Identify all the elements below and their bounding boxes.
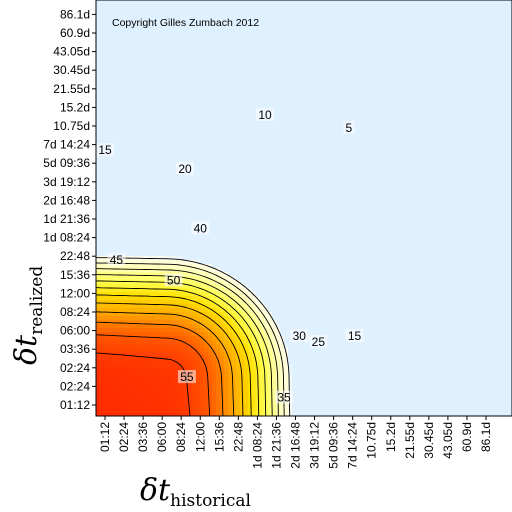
contour-line-35 [96, 302, 244, 416]
x-tick-label: 22:48 [231, 422, 245, 452]
y-tick-label: 30.45d [53, 63, 90, 77]
y-tick-label: 43.05d [53, 45, 90, 59]
contour-label-bg [275, 390, 294, 404]
contour-label: 15 [98, 143, 112, 157]
x-tick-label: 60.9d [460, 422, 474, 452]
y-tick-label: 01:12 [60, 398, 90, 412]
contour-line-0 [96, 257, 291, 416]
x-tick-label: 10.75d [365, 422, 379, 459]
contour-line-45 [96, 321, 224, 416]
contour-line-30 [96, 294, 252, 416]
x-tick-label: 1d 08:24 [250, 422, 264, 469]
contour-label: 35 [277, 391, 291, 405]
x-tick-label: 15:36 [212, 422, 226, 452]
y-tick-label: 02:24 [60, 379, 90, 393]
contour-line-25 [96, 287, 260, 416]
x-tick-label: 06:00 [155, 422, 169, 452]
contour-line-40 [96, 311, 235, 416]
y-tick-label: 3d 19:12 [43, 175, 90, 189]
x-tick-label: 12:00 [193, 422, 207, 452]
x-axis: 01:12 02:24 03:36 06:00 08:24 12:00 15:36 22:48… [98, 416, 493, 469]
x-axis-title-sub: historical [170, 491, 251, 511]
contour-label: 5 [345, 121, 352, 135]
contour-line-20 [96, 280, 267, 416]
x-tick-label: 02:24 [117, 422, 131, 452]
contour-label-bg [345, 329, 364, 343]
contour-label-bg [96, 143, 114, 157]
contour-label-bg [176, 161, 195, 175]
x-axis-title-main: δt [140, 473, 171, 508]
contour-line-50 [96, 334, 211, 416]
contour-label-bg [107, 252, 126, 266]
contour-label-bg [191, 221, 210, 235]
y-axis-title-main: δt [9, 334, 44, 365]
y-tick-label: 7d 14:24 [43, 138, 90, 152]
x-tick-label: 5d 09:36 [327, 422, 341, 469]
y-tick-label: 02:24 [60, 361, 90, 375]
y-tick-label: 06:00 [60, 324, 90, 338]
y-tick-label: 1d 08:24 [43, 231, 90, 245]
contour-label: 30 [293, 329, 307, 343]
x-axis-title: δthistorical [140, 473, 251, 511]
y-tick-label: 03:36 [60, 342, 90, 356]
contour-label-bg [164, 273, 183, 287]
x-tick-label: 15.2d [384, 422, 398, 452]
x-tick-label: 08:24 [174, 422, 188, 452]
y-tick-label: 10.75d [53, 119, 90, 133]
contour-label: 10 [258, 108, 272, 122]
contour-label-bg [290, 329, 309, 343]
contour-label: 50 [167, 273, 181, 287]
contour-label: 20 [178, 162, 192, 176]
y-tick-label: 60.9d [60, 26, 90, 40]
contour-labels: 5 10 15 15 20 25 30 35 40 45 50 55 [96, 107, 364, 405]
x-tick-label: 86.1d [479, 422, 493, 452]
copyright-annotation: Copyright Gilles Zumbach 2012 [112, 17, 259, 29]
contour-label-bg [309, 334, 328, 348]
x-tick-label: 30.45d [422, 422, 436, 459]
y-tick-label: 5d 09:36 [43, 156, 90, 170]
contour-line-5 [96, 262, 285, 416]
heatmap [96, 0, 512, 416]
y-tick-label: 1d 21:36 [43, 212, 90, 226]
contour-label: 40 [194, 221, 208, 235]
contour-label: 15 [348, 329, 362, 343]
y-tick-label: 15:36 [60, 268, 90, 282]
contour-label: 25 [312, 335, 326, 349]
contour-lines [96, 257, 291, 416]
x-tick-label: 1d 21:36 [269, 422, 283, 469]
contour-label: 55 [180, 370, 194, 384]
y-tick-label: 86.1d [60, 7, 90, 21]
x-tick-label: 2d 16:48 [289, 422, 303, 469]
x-tick-label: 01:12 [98, 422, 112, 452]
y-tick-label: 15.2d [60, 100, 90, 114]
x-tick-label: 21.55d [403, 422, 417, 459]
y-axis: 01:12 02:24 02:24 03:36 06:00 08:24 12:00 15:36… [43, 7, 96, 412]
y-tick-label: 12:00 [60, 286, 90, 300]
x-tick-label: 03:36 [136, 422, 150, 452]
x-tick-label: 7d 14:24 [346, 422, 360, 469]
x-tick-label: 3d 19:12 [308, 422, 322, 469]
contour-label-bg [177, 370, 196, 384]
y-axis-title-sub: realized [27, 266, 47, 335]
contour-line-15 [96, 274, 273, 416]
contour-label-bg [256, 107, 275, 121]
contour-line-10 [96, 268, 279, 416]
y-tick-label: 2d 16:48 [43, 193, 90, 207]
plot-frame [95, 0, 512, 417]
y-axis-title: δtrealized [9, 266, 47, 365]
y-tick-label: 22:48 [60, 249, 90, 263]
y-tick-label: 21.55d [53, 82, 90, 96]
contour-label: 45 [110, 253, 124, 267]
x-tick-label: 43.05d [441, 422, 455, 459]
y-tick-label: 08:24 [60, 305, 90, 319]
contour-label-bg [343, 120, 355, 134]
